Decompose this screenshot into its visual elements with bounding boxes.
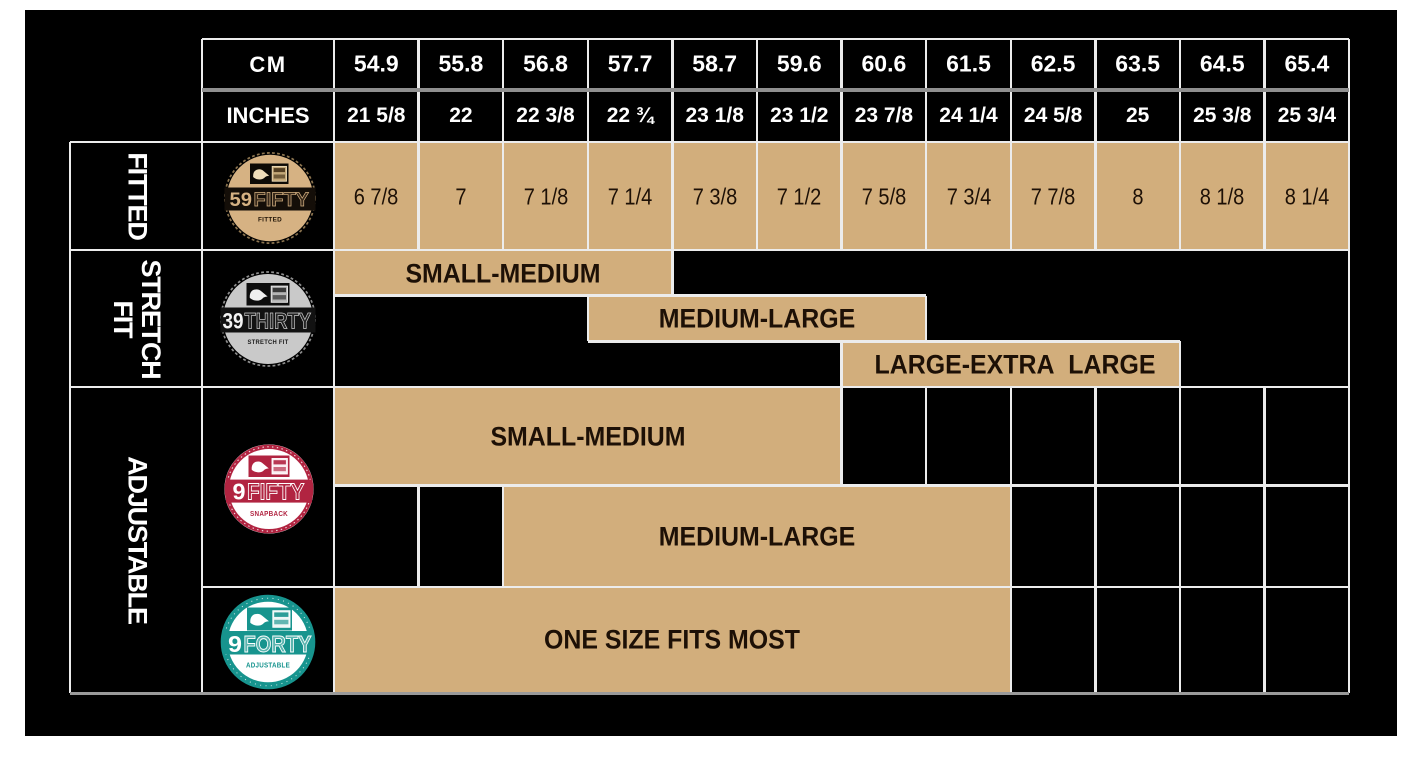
- svg-text:39: 39: [223, 308, 244, 333]
- svg-text:FIFTY: FIFTY: [254, 188, 310, 210]
- svg-text:THIRTY: THIRTY: [245, 308, 312, 333]
- svg-text:FORTY: FORTY: [244, 631, 312, 657]
- svg-text:9: 9: [233, 479, 246, 505]
- svg-text:STRETCH FIT: STRETCH FIT: [248, 338, 289, 345]
- svg-text:FITTED: FITTED: [258, 216, 282, 223]
- svg-text:59: 59: [230, 188, 253, 210]
- svg-text:ADJUSTABLE: ADJUSTABLE: [246, 660, 290, 669]
- svg-text:SNAPBACK: SNAPBACK: [250, 511, 288, 518]
- svg-text:9: 9: [228, 631, 242, 657]
- svg-text:FIFTY: FIFTY: [247, 479, 305, 505]
